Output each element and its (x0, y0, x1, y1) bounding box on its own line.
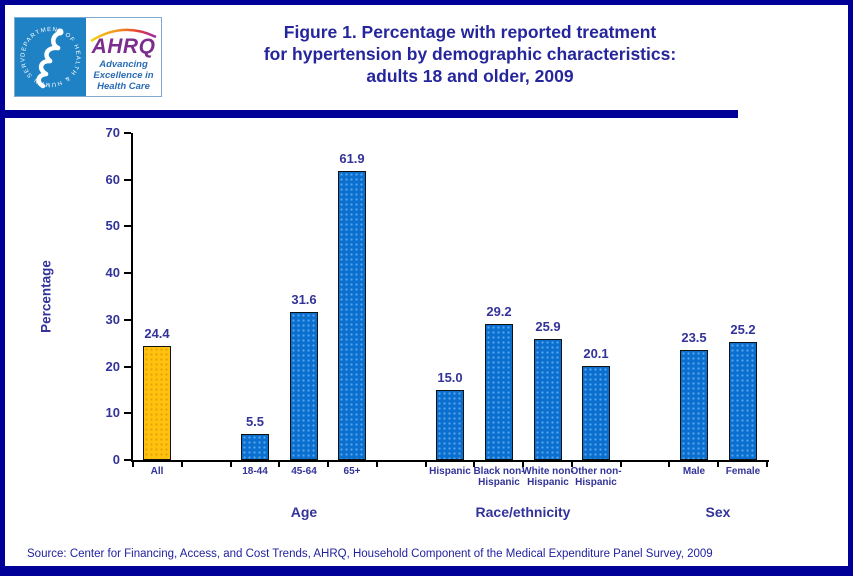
bar-category-label-line: Black non- (473, 466, 525, 477)
y-tick-mark (124, 318, 131, 321)
bar-white-non-hispanic (534, 339, 562, 460)
group-label-age: Age (290, 504, 318, 520)
bar-category-label-line: Hispanic (478, 477, 520, 488)
ahrq-wordmark: AHRQ (91, 35, 156, 58)
bar-45-64 (290, 312, 318, 460)
bar-category-label-line: White non- (522, 466, 574, 477)
bar-value-label: 25.9 (535, 319, 561, 334)
x-tick-mark (522, 462, 525, 467)
bar-category-label: Female (707, 466, 779, 477)
y-tick-mark (124, 225, 131, 228)
y-tick-label: 20 (105, 358, 120, 374)
bar-value-label: 23.5 (681, 330, 707, 345)
rainbow-arc-icon (90, 28, 157, 43)
hhs-seal: DEPARTMENT OF HEALTH & HUMAN SERVICES · … (12, 14, 86, 96)
x-tick-mark (278, 462, 281, 467)
bar-category-label-line: All (150, 466, 164, 477)
figure-title: Figure 1. Percentage with reported treat… (170, 21, 770, 87)
bar-category-label: 18-44 (219, 466, 291, 477)
y-axis-line (131, 133, 133, 462)
x-tick-mark (327, 462, 330, 467)
ahrq-tagline: Advancing Excellence in Health Care (86, 59, 161, 92)
bar-all (143, 346, 171, 460)
bar-value-label: 5.5 (245, 414, 265, 429)
bar-category-label: All (121, 466, 193, 477)
bar-female (729, 342, 757, 460)
x-tick-mark (668, 462, 671, 467)
x-tick-mark (229, 462, 232, 467)
tagline-line: Advancing (99, 59, 148, 70)
bar-category-label-line: Other non- (570, 466, 622, 477)
bar-value-label: 15.0 (437, 370, 463, 385)
tagline-line: Health Care (97, 81, 150, 92)
x-tick-mark (424, 462, 427, 467)
bar-category-label-line: Hispanic (575, 477, 617, 488)
bar-category-label: Male (658, 466, 730, 477)
bar-value-label: 24.4 (144, 326, 170, 341)
group-label-race-ethnicity: Race/ethnicity (475, 504, 571, 520)
bar-category-label-line: Male (682, 466, 706, 477)
group-label-sex: Sex (705, 504, 731, 520)
bar-hispanic (436, 390, 464, 460)
bar-65 (338, 171, 366, 460)
y-tick-label: 70 (105, 125, 120, 140)
y-tick-mark (124, 459, 131, 461)
y-tick-mark (124, 132, 131, 134)
y-tick-mark (124, 412, 131, 415)
bar-category-label-line: Female (725, 466, 761, 477)
y-tick-label: 0 (112, 452, 120, 467)
x-tick-mark (132, 462, 134, 467)
bar-other-non-hispanic (582, 366, 610, 460)
bar-value-label: 20.1 (583, 346, 609, 361)
bar-category-label: Other non- Hispanic (560, 466, 632, 488)
bar-black-non-hispanic (485, 324, 513, 460)
y-tick-label: 50 (105, 218, 120, 234)
bar-18-44 (241, 434, 269, 460)
x-tick-mark (473, 462, 476, 467)
ahrq-hhs-logo: DEPARTMENT OF HEALTH & HUMAN SERVICES · … (12, 14, 162, 97)
bar-category-label: White non- Hispanic (512, 466, 584, 488)
bar-category-label: 45-64 (268, 466, 340, 477)
x-tick-mark (717, 462, 720, 467)
figure-title-line: adults 18 and older, 2009 (366, 66, 574, 86)
x-tick-mark (375, 462, 378, 467)
tagline-line: Excellence in (93, 70, 154, 81)
x-axis-line (131, 460, 769, 462)
y-tick-label: 40 (105, 265, 120, 281)
y-tick-label: 10 (105, 405, 120, 421)
bar-category-label-line: Hispanic (429, 466, 471, 477)
ahrq-wordmark-panel: AHRQ Advancing Excellence in Health Care (86, 18, 161, 96)
y-tick-label: 30 (105, 311, 120, 327)
bar-category-label-line: Hispanic (527, 477, 569, 488)
x-tick-mark (619, 462, 622, 467)
bar-value-label: 31.6 (291, 292, 317, 307)
x-tick-mark (180, 462, 183, 467)
bar-male (680, 350, 708, 460)
y-tick-mark (124, 272, 131, 275)
y-tick-mark (124, 178, 131, 181)
bar-category-label: Black non- Hispanic (463, 466, 535, 488)
x-tick-mark (766, 462, 768, 467)
y-tick-mark (124, 365, 131, 368)
source-note: Source: Center for Financing, Access, an… (27, 548, 713, 560)
hhs-eagle-icon: DEPARTMENT OF HEALTH & HUMAN SERVICES · … (12, 14, 79, 89)
bar-value-label: 29.2 (486, 304, 512, 319)
y-axis-title: Percentage (38, 260, 54, 333)
header-divider-bar (0, 110, 738, 118)
figure-title-line: for hypertension by demographic characte… (263, 44, 677, 64)
figure-title-line: Figure 1. Percentage with reported treat… (283, 22, 657, 42)
bar-category-label: Hispanic (414, 466, 486, 477)
bar-category-label-line: 45-64 (291, 466, 317, 477)
bar-value-label: 61.9 (339, 151, 365, 166)
y-tick-label: 60 (105, 171, 120, 187)
bar-category-label: 65+ (316, 466, 388, 477)
bar-category-label-line: 65+ (343, 466, 361, 477)
page-background (5, 5, 848, 566)
x-tick-mark (570, 462, 573, 467)
bar-category-label-line: 18-44 (242, 466, 268, 477)
bar-value-label: 25.2 (730, 322, 756, 337)
